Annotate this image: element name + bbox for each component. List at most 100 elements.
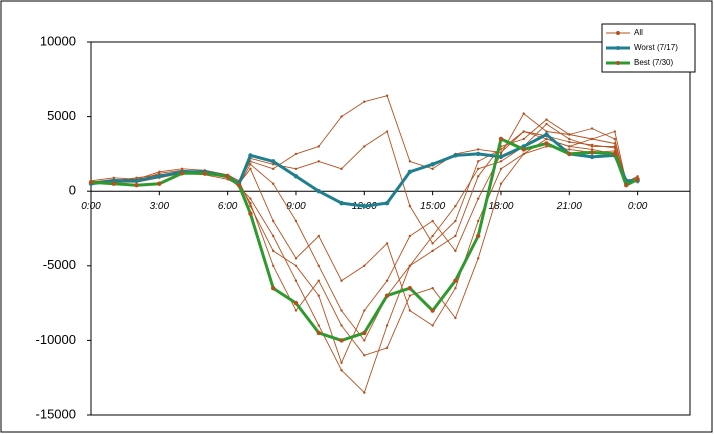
data-point bbox=[317, 279, 320, 282]
data-point bbox=[568, 140, 571, 144]
data-point bbox=[522, 130, 525, 133]
data-point bbox=[431, 219, 434, 223]
data-point bbox=[385, 94, 389, 97]
x-tick-label: 21:00 bbox=[556, 201, 582, 212]
data-point bbox=[545, 137, 548, 141]
data-point bbox=[545, 145, 548, 148]
data-point bbox=[408, 160, 412, 163]
data-point bbox=[363, 145, 366, 148]
data-point bbox=[340, 361, 343, 364]
data-point bbox=[385, 346, 389, 350]
x-tick-label: 3:00 bbox=[150, 201, 170, 212]
data-point bbox=[293, 174, 299, 179]
data-point bbox=[384, 293, 390, 298]
data-point bbox=[363, 100, 366, 103]
data-point bbox=[88, 180, 94, 185]
data-point bbox=[430, 308, 435, 313]
data-point bbox=[453, 278, 458, 283]
data-point bbox=[111, 181, 116, 186]
data-point bbox=[568, 145, 571, 148]
data-point bbox=[590, 148, 594, 151]
data-point bbox=[384, 200, 390, 206]
x-tick-label: 6:00 bbox=[218, 201, 238, 212]
data-point bbox=[340, 309, 343, 312]
data-point bbox=[408, 309, 412, 312]
data-point bbox=[476, 148, 480, 151]
y-tick-label: 0 bbox=[69, 183, 76, 198]
data-point bbox=[431, 249, 434, 253]
data-point bbox=[112, 176, 115, 179]
data-point bbox=[385, 130, 389, 133]
data-point bbox=[522, 112, 525, 115]
data-point bbox=[362, 330, 367, 336]
data-point bbox=[316, 189, 321, 194]
data-point bbox=[589, 150, 595, 155]
data-point bbox=[613, 149, 617, 153]
data-point bbox=[568, 133, 571, 136]
data-point bbox=[340, 115, 343, 118]
data-point bbox=[272, 163, 275, 166]
data-point bbox=[476, 175, 480, 178]
data-point bbox=[475, 233, 481, 239]
data-point bbox=[431, 242, 434, 245]
data-point bbox=[568, 148, 571, 151]
data-point bbox=[454, 219, 457, 223]
data-point bbox=[521, 147, 526, 152]
data-point bbox=[363, 264, 366, 267]
data-point bbox=[408, 294, 412, 297]
data-point bbox=[499, 148, 503, 151]
data-point bbox=[431, 324, 434, 327]
y-tick-label: 10000 bbox=[40, 33, 76, 48]
data-point bbox=[454, 234, 457, 238]
x-tick-label: 0:00 bbox=[81, 201, 101, 212]
data-point bbox=[271, 159, 276, 164]
data-point bbox=[249, 163, 252, 166]
data-point bbox=[294, 309, 298, 312]
data-point bbox=[294, 257, 298, 260]
data-point bbox=[249, 197, 252, 200]
data-point bbox=[613, 137, 617, 141]
legend-label: Best (7/30) bbox=[634, 58, 673, 67]
data-point bbox=[476, 257, 480, 260]
data-point bbox=[363, 309, 366, 312]
data-point bbox=[225, 174, 230, 179]
data-point bbox=[522, 152, 525, 156]
data-point bbox=[249, 201, 252, 205]
data-point bbox=[179, 171, 185, 176]
data-point bbox=[498, 136, 504, 142]
data-point bbox=[454, 204, 457, 208]
y-tick-label: -5000 bbox=[43, 257, 76, 272]
data-point bbox=[317, 145, 320, 148]
data-point bbox=[385, 324, 389, 327]
data-point bbox=[362, 203, 367, 209]
data-point bbox=[613, 146, 617, 150]
data-point bbox=[157, 174, 162, 179]
plot-area bbox=[90, 41, 691, 416]
data-point bbox=[590, 127, 594, 130]
data-point bbox=[339, 200, 344, 206]
data-point bbox=[317, 294, 320, 297]
data-point bbox=[545, 130, 548, 133]
data-point bbox=[522, 137, 525, 141]
legend-marker bbox=[616, 61, 620, 65]
x-tick-label: 9:00 bbox=[286, 201, 306, 212]
data-point bbox=[317, 160, 320, 163]
data-point bbox=[317, 264, 320, 267]
data-point bbox=[499, 182, 503, 185]
data-point bbox=[294, 167, 298, 171]
data-point bbox=[340, 167, 343, 171]
data-point bbox=[134, 183, 139, 188]
data-point bbox=[272, 182, 275, 185]
data-point bbox=[157, 181, 162, 186]
data-point bbox=[271, 285, 276, 291]
data-point bbox=[612, 151, 618, 157]
data-point bbox=[272, 167, 275, 171]
x-tick-label: 18:00 bbox=[488, 201, 513, 212]
y-tick-label: -15000 bbox=[36, 406, 76, 421]
data-point bbox=[385, 242, 389, 245]
data-point bbox=[454, 316, 457, 320]
data-point bbox=[316, 330, 321, 336]
data-point bbox=[385, 279, 389, 282]
data-point bbox=[544, 141, 549, 146]
